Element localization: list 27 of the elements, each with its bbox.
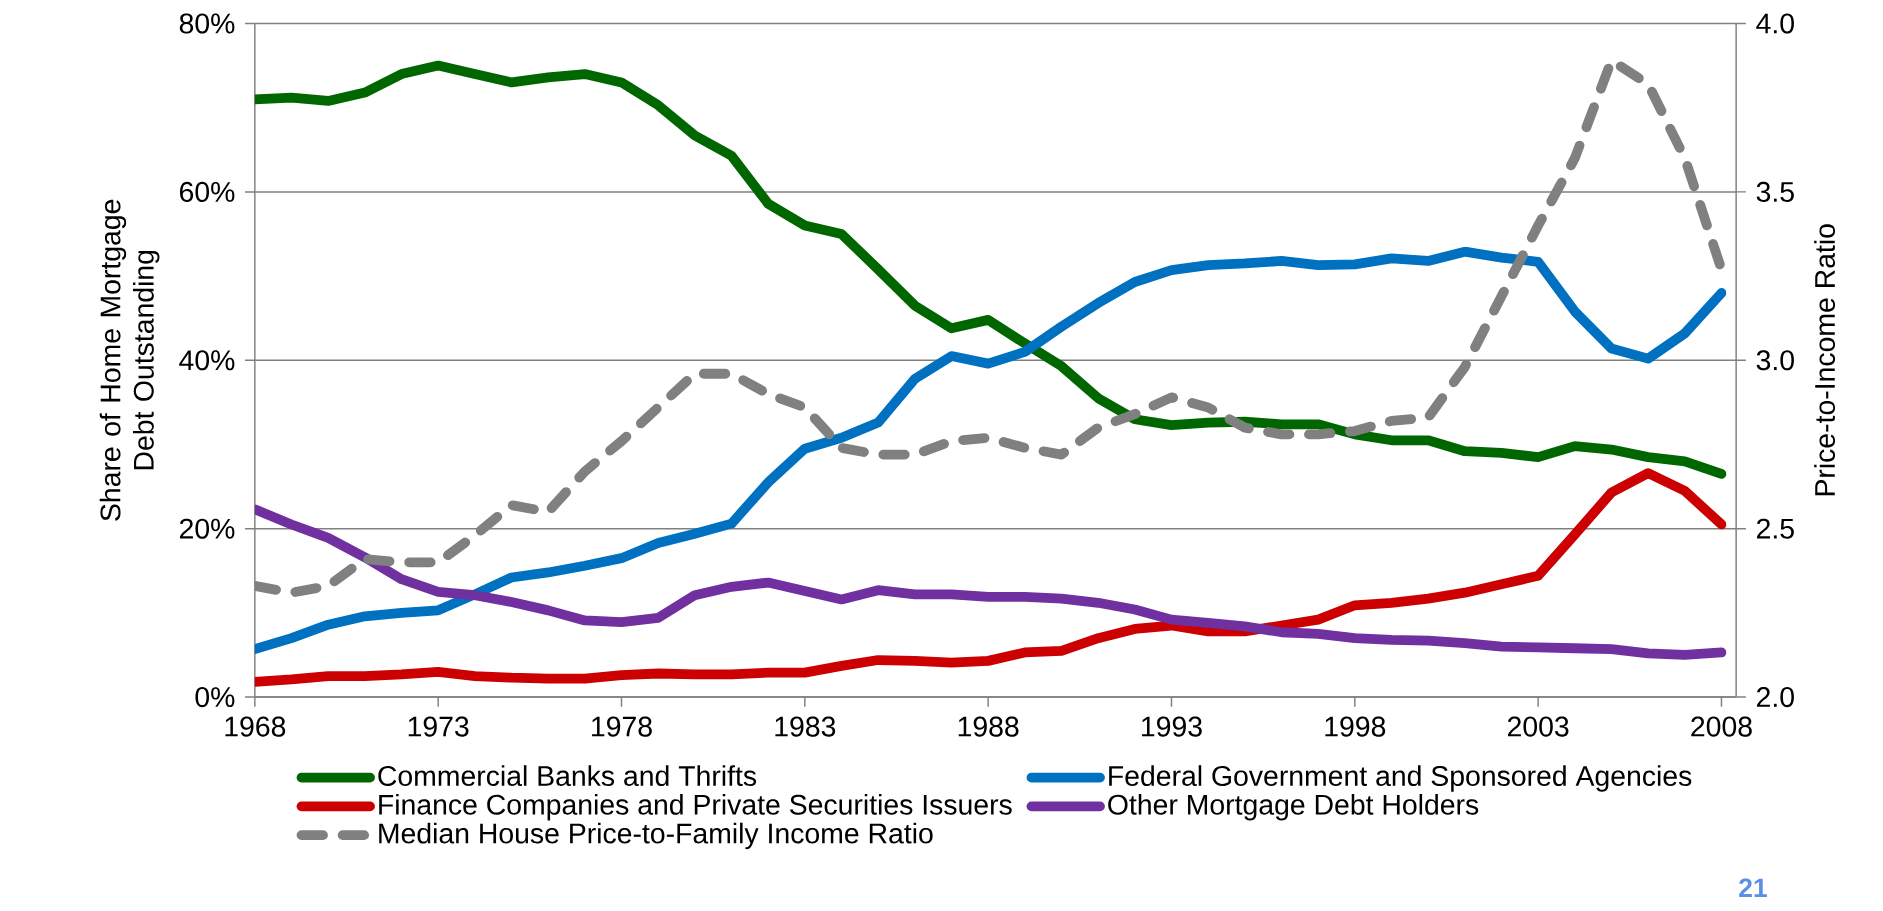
legend-label: Federal Government and Sponsored Agencies xyxy=(1109,765,1692,792)
y-tick-label: 20% xyxy=(179,518,235,539)
y-tick-label: 0% xyxy=(195,687,235,708)
legend-label: Finance Companies and Private Securities Issuers xyxy=(379,794,1012,821)
y-axis-title: Share of Home Mortgage Debt Outstanding xyxy=(99,200,160,521)
y2-axis-title: Price-to-Income Ratio xyxy=(1814,224,1836,496)
y2-tick-label: 2.0 xyxy=(1757,687,1794,708)
y2-tick-label: 3.0 xyxy=(1756,350,1794,371)
legend-label: Commercial Banks and Thrifts xyxy=(378,765,757,787)
y-tick-label: 80% xyxy=(179,13,235,34)
x-tick-label: 2003 xyxy=(1507,716,1569,737)
x-tick-label: 2008 xyxy=(1691,716,1752,737)
x-tick-label: 1968 xyxy=(225,716,286,737)
x-tick-label: 1978 xyxy=(592,716,652,737)
y-tick-label: 60% xyxy=(180,182,235,203)
y2-tick-label: 4.0 xyxy=(1756,13,1794,34)
x-tick-label: 1973 xyxy=(408,716,469,737)
x-tick-label: 1998 xyxy=(1325,716,1386,737)
x-tick-label: 1988 xyxy=(958,716,1019,737)
y2-tick-label: 2.5 xyxy=(1757,518,1794,539)
x-tick-label: 1983 xyxy=(775,716,836,737)
legend-label: Other Mortgage Debt Holders xyxy=(1108,794,1479,821)
text: 21 xyxy=(1739,878,1767,898)
legend-label: Median House Price-to-Family Income Ratio xyxy=(379,822,933,850)
y2-tick-label: 3.5 xyxy=(1756,182,1794,203)
y-tick-label: 40% xyxy=(179,350,235,371)
x-tick-label: 1993 xyxy=(1142,716,1202,737)
